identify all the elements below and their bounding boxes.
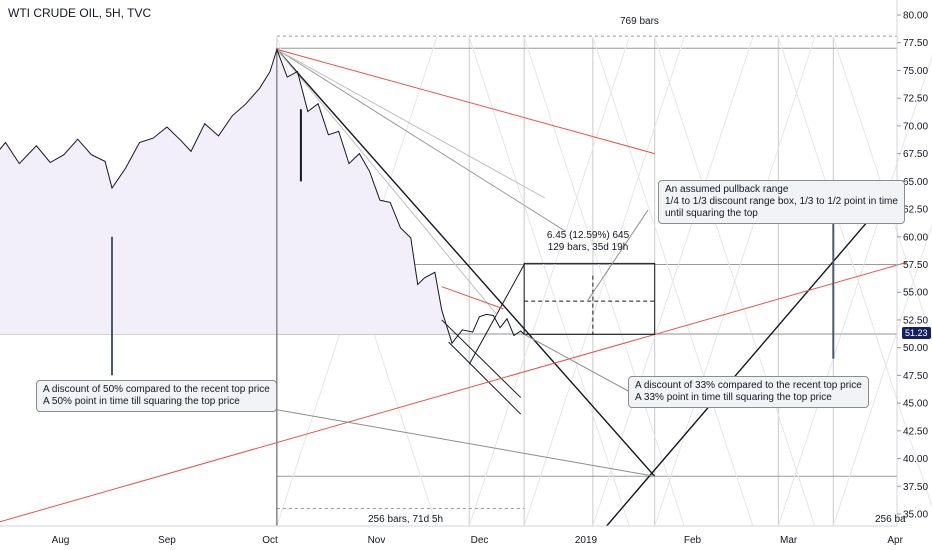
note-pointer [249, 404, 655, 477]
gann-rising-line [606, 180, 903, 527]
note-line: A discount of 50% compared to the recent… [43, 384, 270, 395]
price-axis-label: 60.00 [903, 232, 928, 243]
last-price-tag: 51.23 [902, 327, 931, 339]
price-axis-label: 45.00 [903, 399, 928, 410]
gann-fan-line [592, 37, 754, 527]
price-axis-label: 75.00 [903, 66, 928, 77]
channel-line [441, 319, 522, 398]
time-axis-label: Mar [780, 535, 798, 546]
gann-fan-line [468, 37, 630, 527]
range-measure-time: 129 bars, 35d 19h [547, 242, 629, 253]
time-axis-label: Aug [52, 535, 70, 546]
note-pointer [587, 209, 649, 301]
time-axis-label: Sep [158, 535, 176, 546]
gann-fan-line [523, 37, 685, 527]
price-axis: 35.00 37.50 40.00 42.50 45.00 47.50 50.00 52.50… [896, 0, 928, 526]
note-line: An assumed pullback range [665, 184, 789, 195]
time-axis-label: Dec [471, 535, 489, 546]
note-line: A 50% point in time till squaring the to… [43, 396, 240, 407]
price-axis-label: 55.00 [903, 288, 928, 299]
time-axis-label: Nov [368, 535, 386, 546]
price-axis-label: 77.50 [903, 38, 928, 49]
time-axis: Aug Sep Oct Nov Dec 2019 Feb Mar Apr [0, 525, 904, 546]
note-pointer [523, 333, 631, 393]
price-axis-label: 70.00 [903, 121, 928, 132]
price-axis-label: 52.50 [903, 315, 928, 326]
note-line: 1/4 to 1/3 discount range box, 1/3 to 1/… [665, 196, 898, 207]
fan-line-grey [276, 48, 566, 232]
time-axis-label: 2019 [575, 535, 598, 546]
trend-line-red [0, 261, 908, 523]
price-axis-label: 47.50 [903, 371, 928, 382]
price-line [0, 47, 525, 345]
price-axis-label: 35.00 [903, 510, 928, 521]
price-axis-label: 42.50 [903, 426, 928, 437]
bar-count-right-label: 256 ba [875, 514, 906, 525]
note-50-discount[interactable]: A discount of 50% compared to the recent… [36, 380, 277, 412]
bar-count-bottom-label: 256 bars, 71d 5h [368, 514, 444, 525]
drawing-lines [0, 48, 908, 527]
note-33-discount[interactable]: A discount of 33% compared to the recent… [628, 376, 869, 408]
price-axis-label: 72.50 [903, 94, 928, 105]
price-axis-label: 80.00 [903, 11, 928, 22]
price-axis-label: 67.50 [903, 149, 928, 160]
fan-line-grey [276, 49, 498, 315]
gann-fan-line [654, 37, 816, 527]
price-shading [0, 49, 453, 344]
gann-fan-line [832, 37, 932, 341]
range-measure-price: 6.45 (12.59%) 645 [546, 230, 630, 241]
trend-line-red [441, 286, 504, 310]
gann-fan-line [832, 222, 932, 527]
note-line: until squaring the top [665, 208, 758, 219]
time-axis-label: Oct [262, 535, 278, 546]
chart-title: WTI CRUDE OIL, 5H, TVC [8, 6, 152, 20]
price-axis-label: 40.00 [903, 454, 928, 465]
price-axis-label: 37.50 [903, 482, 928, 493]
price-axis-label: 65.00 [903, 177, 928, 188]
price-axis-label: 57.50 [903, 260, 928, 271]
gann-angle-line [276, 48, 656, 477]
note-line: A discount of 33% compared to the recent… [635, 380, 862, 391]
fan-line-grey [276, 48, 546, 199]
gann-fan-line [777, 54, 932, 527]
bar-count-top-label: 769 bars [620, 16, 659, 27]
note-pullback-range[interactable]: An assumed pullback range 1/4 to 1/3 dis… [658, 180, 905, 224]
note-line: A 33% point in time till squaring the to… [635, 392, 832, 403]
price-series [0, 47, 525, 345]
gann-fan-line [777, 37, 932, 509]
pullback-range-box [523, 262, 656, 335]
channel-line [448, 341, 522, 415]
fan-line-red [276, 48, 655, 155]
price-axis-label: 50.00 [903, 343, 928, 354]
time-axis-label: Feb [684, 535, 702, 546]
time-axis-label: Apr [887, 535, 903, 546]
price-axis-label: 62.50 [903, 205, 928, 216]
chart-shading [0, 49, 453, 344]
range-measure-label: 6.45 (12.59%) 645 129 bars, 35d 19h [538, 230, 638, 254]
